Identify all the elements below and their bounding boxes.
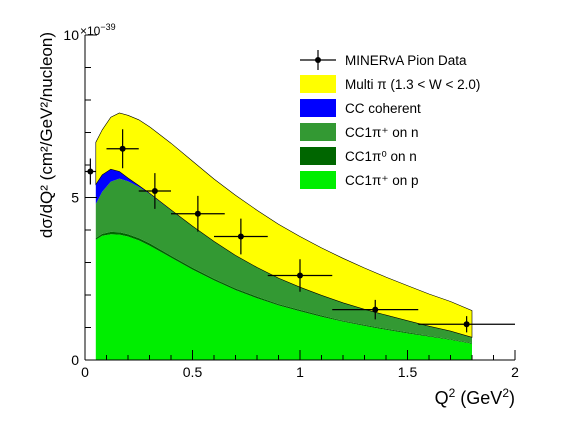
data-point [267,259,333,292]
area-1 [95,234,473,360]
data-point [85,158,96,185]
data-marker [237,233,244,240]
legend-data-marker [315,57,321,63]
data-marker [194,210,201,217]
axes: 0 0.5 1 1.5 2 0 5 10 [63,27,519,380]
legend-swatch [300,147,336,165]
legend-swatch [300,171,336,189]
data-marker [372,306,379,313]
y-axis-label: dσ/dQ² (cm²/GeV²/nucleon) [37,32,56,238]
data-point [332,299,419,320]
data-marker [151,188,158,194]
legend-label: MINERvA Pion Data [345,53,467,68]
stacked-areas [95,112,473,360]
legend-item: CC1π⁺ on n [300,123,418,141]
legend-swatch [300,123,336,141]
legend-label: Multi π (1.3 < W < 2.0) [345,77,480,92]
x-tick-label: 1 [296,364,304,380]
legend-swatch [300,99,336,117]
data-marker [463,321,470,328]
x-tick-label: 0.5 [183,364,203,380]
legend-label: CC1π⁰ on n [345,149,417,164]
data-points [85,129,515,333]
data-point [418,316,515,333]
legend-item: CC1π⁺ on p [300,171,418,189]
legend: MINERvA Pion Data Multi π (1.3 < W < 2.0)… [300,50,480,189]
data-point [171,195,225,232]
data-marker [87,168,94,175]
x-tick-label: 0 [81,364,89,380]
legend-item: CC coherent [300,99,421,117]
legend-item: Multi π (1.3 < W < 2.0) [300,75,480,93]
x-tick-label: 1.5 [398,364,418,380]
y-tick-label: 5 [71,190,79,206]
data-point [138,173,171,209]
x-tick-label: 2 [511,364,519,380]
x-axis-label: Q2 (GeV2) [435,386,515,408]
legend-item: MINERvA Pion Data [300,50,467,70]
area-3 [95,178,473,344]
data-point [106,129,139,169]
legend-label: CC1π⁺ on p [345,173,418,188]
area-5 [95,112,473,338]
data-marker [119,145,126,152]
data-marker [297,272,303,279]
legend-label: CC1π⁺ on n [345,125,418,140]
legend-item: CC1π⁰ on n [300,147,417,165]
legend-swatch [300,75,336,93]
y-multiplier: ×10−39 [80,22,116,38]
legend-label: CC coherent [345,101,421,116]
y-tick-label: 10 [63,27,79,43]
y-tick-label: 0 [71,352,79,368]
data-point [214,218,268,255]
